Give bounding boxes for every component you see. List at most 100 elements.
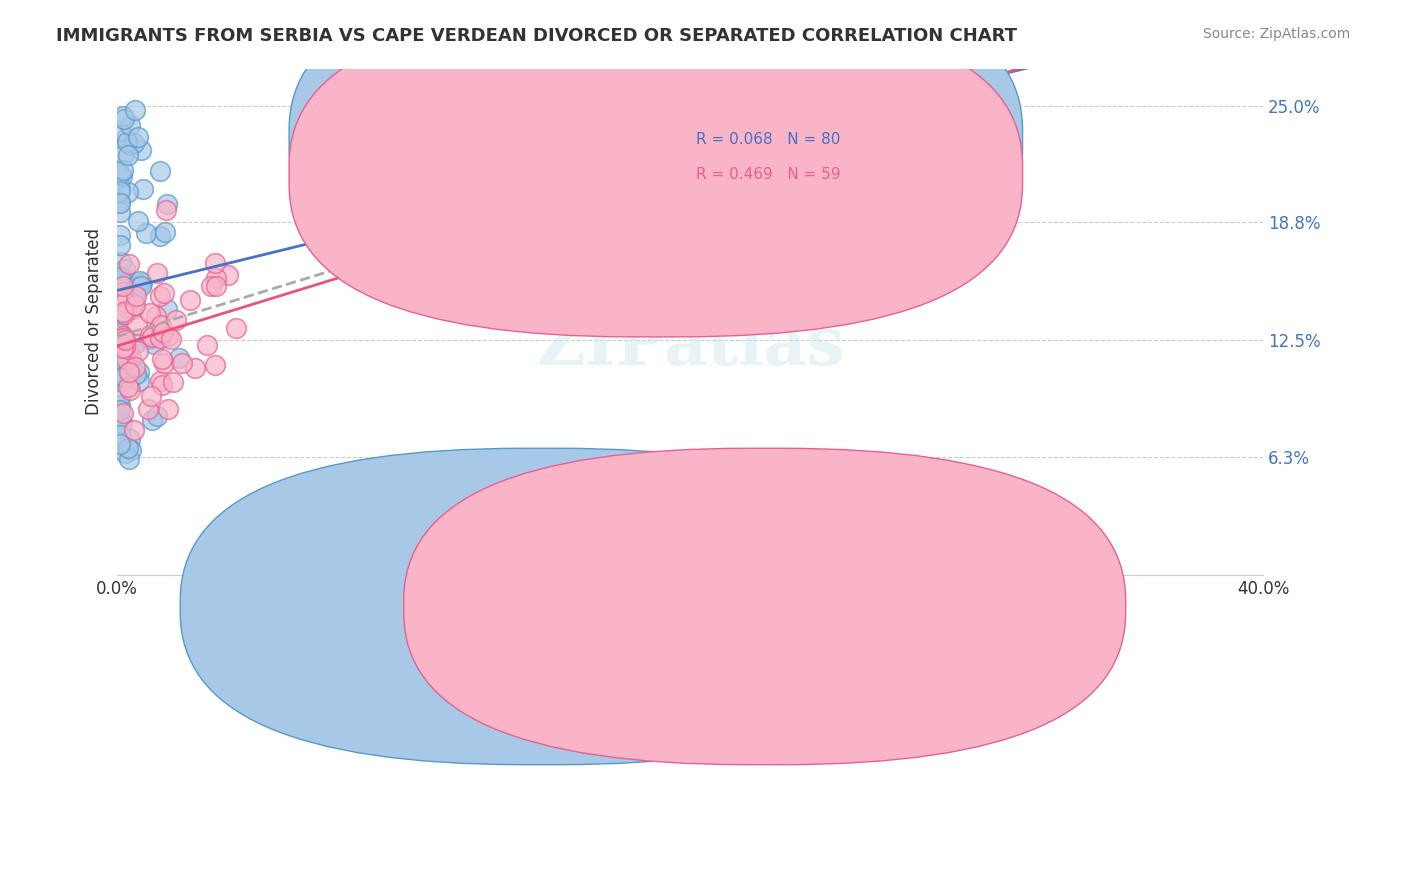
Point <box>169 351 191 365</box>
Point <box>108 270 131 285</box>
Point <box>118 365 141 379</box>
Point <box>114 262 136 277</box>
Point <box>124 359 146 374</box>
Point <box>138 332 160 346</box>
Point <box>111 279 134 293</box>
Point <box>142 337 165 351</box>
Point <box>138 306 160 320</box>
Point <box>204 279 226 293</box>
Point <box>217 268 239 283</box>
Point <box>110 369 132 384</box>
FancyBboxPatch shape <box>610 129 1011 211</box>
Point <box>165 312 187 326</box>
Point <box>112 307 135 321</box>
Point <box>122 298 145 312</box>
Point <box>129 143 152 157</box>
Point <box>131 278 153 293</box>
Point <box>122 423 145 437</box>
Point <box>108 412 131 426</box>
Point <box>129 274 152 288</box>
Point <box>117 380 139 394</box>
Point <box>200 279 222 293</box>
Point <box>112 370 135 384</box>
Point <box>111 417 134 431</box>
FancyBboxPatch shape <box>290 12 1022 337</box>
Point <box>108 279 131 293</box>
Point <box>156 302 179 317</box>
Point <box>108 180 131 194</box>
FancyBboxPatch shape <box>180 449 903 764</box>
Point <box>111 285 134 299</box>
Point <box>108 124 131 138</box>
Point <box>108 344 131 359</box>
Point <box>127 129 149 144</box>
Point <box>124 298 146 312</box>
Point <box>183 361 205 376</box>
Point <box>117 185 139 199</box>
Point <box>108 195 131 210</box>
Point <box>111 331 134 345</box>
Point <box>125 368 148 382</box>
Point <box>153 285 176 300</box>
Point <box>155 203 177 218</box>
Point <box>110 374 132 388</box>
Point <box>108 398 131 412</box>
Point <box>150 351 173 366</box>
Point <box>172 356 194 370</box>
Point <box>179 293 201 307</box>
Point <box>108 273 131 287</box>
Point <box>204 359 226 373</box>
Point <box>204 255 226 269</box>
Point <box>114 445 136 459</box>
Point <box>117 147 139 161</box>
Point <box>155 225 177 239</box>
Point <box>128 365 150 379</box>
Point <box>112 347 135 361</box>
Point <box>111 330 134 344</box>
Point <box>149 229 172 244</box>
Point <box>118 373 141 387</box>
Point <box>110 204 132 219</box>
Point <box>110 255 132 269</box>
Point <box>149 374 172 388</box>
Point <box>115 351 138 366</box>
Point <box>132 182 155 196</box>
Point <box>128 374 150 388</box>
Point <box>108 195 131 210</box>
Text: Immigrants from Serbia: Immigrants from Serbia <box>530 605 713 620</box>
Point <box>127 344 149 359</box>
Point <box>159 332 181 346</box>
Point <box>115 135 138 149</box>
Point <box>111 365 134 379</box>
Point <box>120 351 142 365</box>
Point <box>108 388 131 402</box>
Point <box>125 318 148 333</box>
Point <box>156 329 179 343</box>
Point <box>162 375 184 389</box>
Text: ZIPatlas: ZIPatlas <box>536 315 845 379</box>
Point <box>120 118 142 132</box>
Point <box>108 342 131 356</box>
Point <box>125 335 148 350</box>
Point <box>131 276 153 290</box>
Point <box>195 338 218 352</box>
FancyBboxPatch shape <box>404 449 1126 764</box>
Point <box>108 238 131 252</box>
Point <box>225 321 247 335</box>
Point <box>114 295 136 310</box>
Point <box>136 401 159 416</box>
Point <box>205 270 228 285</box>
Point <box>150 377 173 392</box>
Point <box>146 266 169 280</box>
Point <box>141 413 163 427</box>
Point <box>111 353 134 368</box>
Point <box>118 257 141 271</box>
Point <box>124 288 146 302</box>
Point <box>117 441 139 455</box>
Point <box>112 147 135 161</box>
Point <box>111 163 134 178</box>
Point <box>117 342 139 356</box>
Point <box>149 330 172 344</box>
Point <box>135 226 157 240</box>
Point <box>146 409 169 423</box>
